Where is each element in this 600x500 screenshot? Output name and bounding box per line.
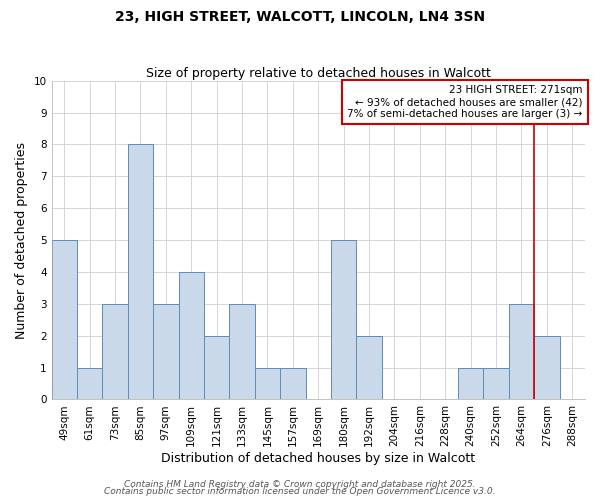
Bar [229, 304, 255, 400]
Bar [509, 304, 534, 400]
Bar [356, 336, 382, 400]
Bar [280, 368, 305, 400]
Bar [534, 336, 560, 400]
Bar [153, 304, 179, 400]
Text: 23, HIGH STREET, WALCOTT, LINCOLN, LN4 3SN: 23, HIGH STREET, WALCOTT, LINCOLN, LN4 3… [115, 10, 485, 24]
Text: Contains public sector information licensed under the Open Government Licence v3: Contains public sector information licen… [104, 487, 496, 496]
Bar [204, 336, 229, 400]
Bar [179, 272, 204, 400]
Bar [128, 144, 153, 400]
Text: 23 HIGH STREET: 271sqm
← 93% of detached houses are smaller (42)
7% of semi-deta: 23 HIGH STREET: 271sqm ← 93% of detached… [347, 86, 583, 118]
Bar [484, 368, 509, 400]
X-axis label: Distribution of detached houses by size in Walcott: Distribution of detached houses by size … [161, 452, 475, 465]
Y-axis label: Number of detached properties: Number of detached properties [15, 142, 28, 338]
Bar [103, 304, 128, 400]
Bar [77, 368, 103, 400]
Bar [255, 368, 280, 400]
Text: Contains HM Land Registry data © Crown copyright and database right 2025.: Contains HM Land Registry data © Crown c… [124, 480, 476, 489]
Bar [458, 368, 484, 400]
Bar [52, 240, 77, 400]
Bar [331, 240, 356, 400]
Title: Size of property relative to detached houses in Walcott: Size of property relative to detached ho… [146, 66, 491, 80]
